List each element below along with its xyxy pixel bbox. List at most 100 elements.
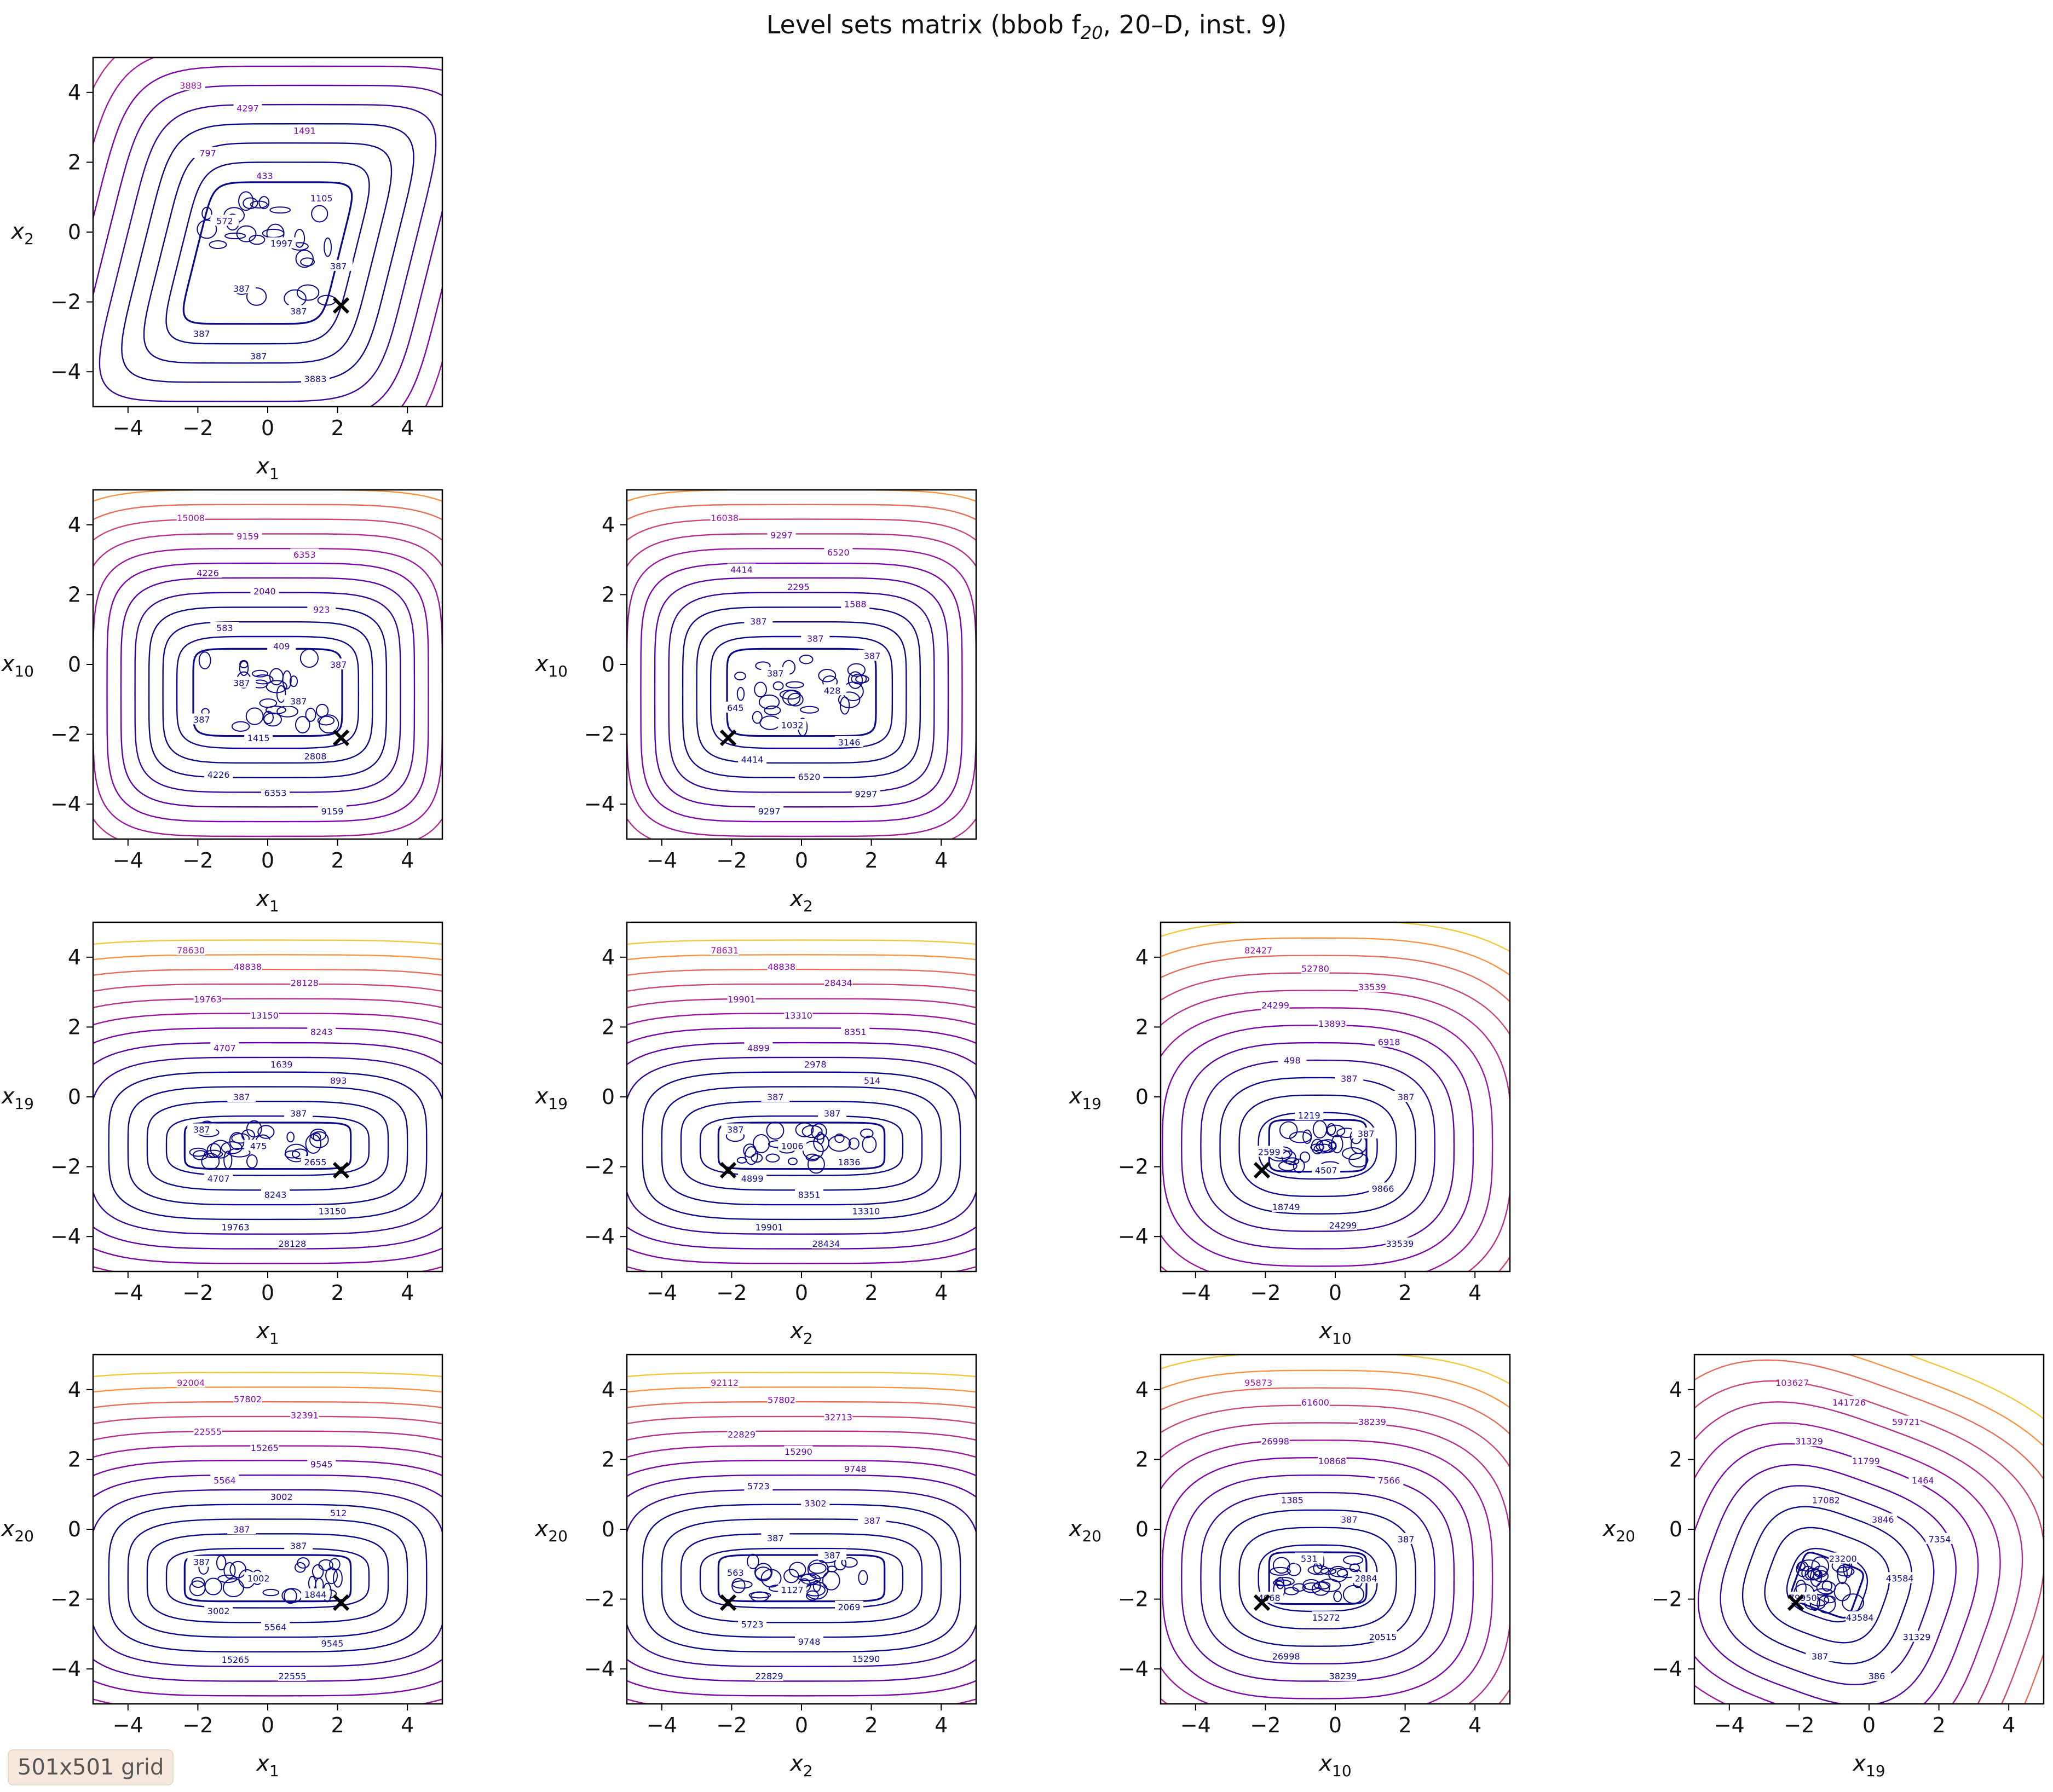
level-curve (1720, 1485, 1935, 1686)
y-tick-label: −4 (50, 1224, 81, 1248)
y-tick-label: −4 (584, 1657, 615, 1681)
contour-label: 387 (1358, 1129, 1375, 1139)
level-curve (1694, 1401, 2023, 1704)
contour-label: 92112 (711, 1378, 739, 1388)
contour-blob (221, 1141, 243, 1154)
contour-blob (1292, 1583, 1306, 1592)
contour-label: 43584 (1886, 1573, 1914, 1583)
contour-blob (862, 1135, 877, 1153)
x-tick-label: −2 (182, 1281, 213, 1305)
contour-inner-boundary (182, 181, 353, 325)
contour-blob (217, 1574, 238, 1583)
contour-label: 387 (864, 1516, 881, 1526)
x-tick-label: 2 (1399, 1713, 1412, 1737)
x-tick-label: −2 (182, 848, 213, 872)
contour-blob (751, 1153, 763, 1163)
contour-blob (309, 1131, 329, 1148)
panel-19-vs-1: 78630 48838 28128 19763 13150 8243 4707 1639 893… (1, 921, 443, 1348)
level-curve (1161, 955, 1510, 1003)
contour-label: 9297 (758, 806, 781, 817)
contour-blob (734, 672, 746, 681)
optimum-marker (1253, 1161, 1271, 1179)
panel-19-vs-10: 82427 52780 33539 24299 13893 6918 498 387 387 12… (1068, 921, 1511, 1348)
y-tick-label: 4 (1135, 1378, 1149, 1402)
contour-blob (223, 1151, 233, 1170)
level-curve (1161, 1456, 1474, 1699)
level-curve (93, 1056, 442, 1235)
contour-blob (807, 1154, 825, 1174)
level-curve (93, 1372, 442, 1378)
y-tick-label: 2 (68, 582, 81, 606)
contour-blob (766, 1122, 785, 1140)
level-curve (627, 1027, 976, 1264)
level-curve (1219, 1077, 1416, 1215)
contour-label: 3002 (207, 1606, 230, 1616)
contour-label: 1006 (781, 1141, 804, 1151)
contour-label: 59721 (1892, 1417, 1920, 1427)
level-curve (93, 1445, 442, 1704)
contour-label: 48838 (234, 962, 262, 972)
contour-label: 9866 (1372, 1183, 1394, 1194)
contour-label: 387 (807, 634, 824, 644)
y-tick-label: −4 (50, 792, 81, 816)
contour-blob (828, 1135, 851, 1152)
level-curve (627, 1474, 976, 1682)
contour-label: 797 (199, 148, 216, 159)
level-curve (176, 635, 360, 749)
optimum-marker (332, 297, 350, 314)
contour-blob (764, 705, 781, 715)
contour-blob (251, 669, 269, 678)
contour-blob (286, 1131, 295, 1143)
y-tick-label: −4 (1118, 1657, 1149, 1681)
contour-blob (743, 1143, 757, 1158)
level-curve (1200, 1492, 1436, 1664)
contour-label: 13150 (251, 1010, 279, 1021)
contour-blob (1837, 1564, 1848, 1585)
optimum-marker (332, 1161, 350, 1179)
contour-blob (1313, 1581, 1331, 1590)
contour-blob (329, 1558, 341, 1571)
contour-blob (276, 706, 298, 718)
contour-blob (1333, 1591, 1342, 1603)
contour-blob (299, 649, 319, 668)
level-curve (1219, 1509, 1416, 1647)
panel-20-vs-1: 92004 57802 32391 22555 15265 9545 5564 3002 512… (1, 1354, 443, 1780)
x-tick-label: 2 (865, 1713, 878, 1737)
y-tick-label: −2 (50, 1587, 81, 1611)
contour-label: 923 (313, 605, 330, 615)
x-tick-label: 0 (1329, 1713, 1342, 1737)
contour-label: 387 (1398, 1092, 1415, 1102)
contour-label: 52780 (1301, 964, 1329, 974)
contour-blob (229, 1132, 245, 1151)
contour-labels: 92004 57802 32391 22555 15265 9545 5564 3002 512… (176, 1377, 353, 1681)
y-tick-label: −2 (584, 1155, 615, 1179)
panel-20-vs-19: 103627 141726 59721 31329 11799 1464 17082 3846… (1602, 1354, 2045, 1780)
contour-blob (800, 706, 819, 714)
contour-blob (295, 716, 310, 733)
y-tick-label: 0 (602, 1517, 615, 1541)
level-curve (148, 606, 388, 778)
contour-blob (246, 1154, 258, 1169)
y-tick-label: 2 (1669, 1447, 1682, 1471)
contour-blob (224, 232, 246, 240)
contour-label: 2295 (787, 582, 810, 592)
contour-label: 9545 (310, 1459, 333, 1470)
y-tick-label: −4 (584, 1224, 615, 1248)
x-tick-label: 2 (331, 848, 344, 872)
x-tick-label: 4 (1468, 1281, 1481, 1305)
contour-label: 4226 (197, 568, 219, 579)
contour-label: 43584 (1846, 1612, 1874, 1623)
contour-label: 563 (727, 1568, 744, 1578)
contour-blob (809, 1563, 827, 1574)
contour-blob (801, 1125, 823, 1138)
level-curve (121, 123, 414, 383)
contour-blob (785, 681, 804, 689)
contour-blob (754, 1566, 772, 1580)
x-tick-label: −2 (1250, 1713, 1281, 1737)
level-curve (93, 1460, 442, 1697)
contour-blob (1302, 1582, 1322, 1593)
contour-blob (1796, 1561, 1809, 1577)
contour-label: 28434 (812, 1239, 840, 1249)
y-tick-label: 0 (68, 1085, 81, 1109)
